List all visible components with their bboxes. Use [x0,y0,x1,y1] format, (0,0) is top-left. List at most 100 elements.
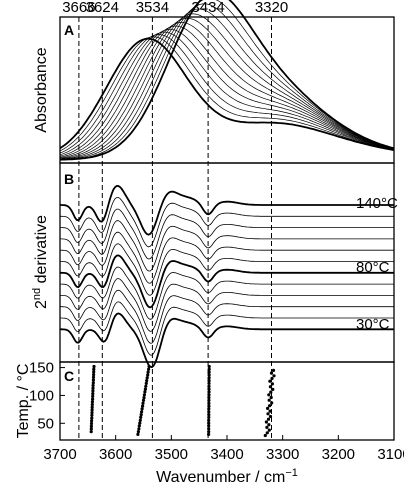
temp-label-80: 80°C [356,259,390,276]
top-tick-label-0: 3666 [62,0,95,16]
panel-c-frame [59,361,395,441]
temp-point [90,413,94,417]
temp-point [138,421,142,425]
temp-point [145,379,149,383]
panel-c: 50 100 150 C Temp. / °C [15,360,395,441]
temp-point [143,387,147,391]
y-tick-label: 100 [29,387,54,404]
temp-point [144,384,148,388]
panel-b-ylabel-rest: derivative [33,215,50,288]
absorbance-curve [59,31,395,156]
derivative-curve [60,243,394,296]
y-tick-label: 150 [29,360,54,377]
panel-c-letter: C [64,368,74,384]
temp-point [207,418,211,422]
temp-point [270,382,274,386]
x-axis-ticks: 3700 3600 3500 3400 3300 3200 3100 [43,435,404,463]
panel-b-derivative-curves [60,184,394,369]
temp-point [267,423,271,427]
temp-point [146,373,150,377]
x-tick-label: 3100 [377,446,404,463]
temp-point [207,430,211,434]
panel-b-ylabel: 2nd derivative [31,215,50,309]
temp-point [89,427,93,431]
temp-point [90,411,94,415]
panel-c-ylabel: Temp. / °C [15,364,32,439]
temp-point [138,418,142,422]
top-tick-label-3: 3434 [191,0,224,16]
temp-point [91,389,95,393]
temp-point [140,407,144,411]
panel-b-ylabel-sup: nd [31,288,43,300]
temp-point [141,404,145,408]
temp-point [91,397,95,401]
temp-point [92,367,96,371]
temp-point [91,394,95,398]
temp-point [90,402,94,407]
x-tick-label: 3300 [266,446,299,463]
x-tick-label: 3200 [322,446,355,463]
absorbance-curve [59,13,395,160]
derivative-curve [60,289,394,344]
absorbance-curve [59,17,395,159]
temp-point [144,381,148,385]
temp-point [207,421,211,425]
temp-point [90,416,94,420]
temp-point [207,390,211,394]
derivative-curve [60,278,394,332]
x-tick-label: 3600 [99,446,132,463]
temp-point [90,419,94,423]
temp-point [271,368,276,372]
temp-point [136,430,140,434]
derivative-curve [60,220,394,272]
panel-a-ylabel: Absorbance [33,47,50,132]
derivative-curve [60,231,394,284]
temp-point [266,417,271,421]
temp-point [263,433,267,438]
derivative-curve [60,184,394,236]
derivative-curve [60,312,394,369]
temp-point [265,431,269,435]
temp-point [146,370,150,374]
temp-point [90,405,94,409]
x-axis-label-sup: −1 [285,467,298,479]
panel-c-yticks: 50 100 150 [29,360,65,432]
temp-point [91,392,95,396]
panel-a-absorbance-curves [59,0,395,161]
temp-point [142,396,146,400]
temp-point [92,373,96,377]
temp-point [136,432,140,436]
temp-point [207,381,211,385]
derivative-curve [60,197,394,248]
temp-point [89,421,94,426]
temp-point [147,364,151,369]
temp-point [207,427,211,431]
temp-point [145,376,149,380]
temp-point [90,408,94,412]
panel-b-ylabel-main: 2 [33,300,50,309]
panel-c-points [89,364,276,438]
absorbance-curve [59,37,395,151]
panel-b: B 2nd derivative 140°C 80°C 30°C [31,162,398,369]
temp-point [207,373,211,377]
temp-point [89,430,93,434]
temp-point [143,390,147,394]
temp-label-140: 140°C [356,195,398,212]
temp-point [272,374,276,378]
top-tick-label-1: 3624 [86,0,119,16]
x-tick-label: 3500 [155,446,188,463]
temp-label-30: 30°C [356,316,390,333]
temp-point [142,393,146,397]
temp-point [141,401,145,405]
temp-point [137,427,141,431]
temp-point [264,420,268,424]
absorbance-curve [59,25,395,158]
guide-lines [78,17,272,440]
temp-point [268,404,272,408]
temp-point [139,413,143,417]
temp-point [141,398,146,402]
temp-point [265,425,269,429]
x-tick-label: 3700 [43,446,76,463]
top-tick-labels: 3666 3624 3534 3434 3320 [62,0,288,16]
